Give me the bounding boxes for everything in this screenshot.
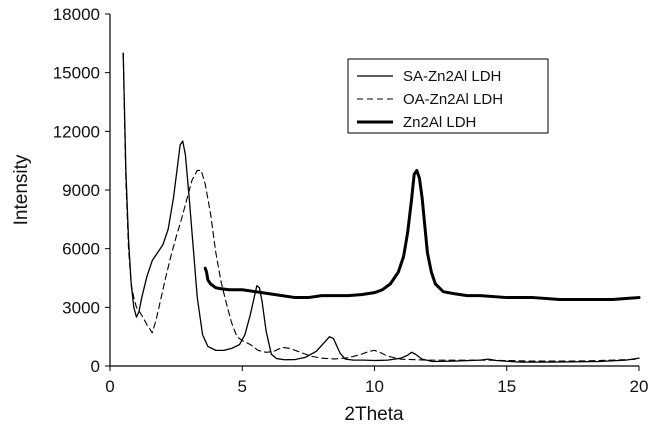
y-tick-label: 15000 bbox=[53, 64, 100, 83]
x-axis-title: 2Theta bbox=[344, 404, 404, 425]
y-tick-label: 3000 bbox=[62, 298, 100, 317]
y-tick-label: 9000 bbox=[62, 181, 100, 200]
y-tick-label: 18000 bbox=[53, 5, 100, 24]
series-line-1 bbox=[122, 52, 640, 363]
plot-lines bbox=[122, 52, 641, 363]
series-line-2 bbox=[122, 52, 640, 362]
legend-label-oa-zn2al-ldh: OA-Zn2Al LDH bbox=[403, 91, 503, 108]
y-tick-label: 12000 bbox=[53, 122, 100, 141]
x-tick-label: 0 bbox=[105, 377, 114, 396]
x-tick-label: 5 bbox=[238, 377, 247, 396]
y-tick-label: 0 bbox=[91, 357, 100, 376]
y-tick-label: 6000 bbox=[62, 240, 100, 259]
legend-label-zn2al-ldh: Zn2Al LDH bbox=[403, 114, 476, 131]
series-line-3 bbox=[203, 168, 641, 302]
x-tick-label: 20 bbox=[630, 377, 649, 396]
legend-label-sa-zn2al-ldh: SA-Zn2Al LDH bbox=[403, 68, 501, 85]
x-tick-label: 15 bbox=[497, 377, 516, 396]
y-axis-title: Intensity bbox=[11, 154, 32, 225]
x-tick-label: 10 bbox=[365, 377, 384, 396]
tick-marks: 0 5 10 15 20 0 3000 6000 9000 12000 15000 18000 bbox=[53, 5, 649, 396]
legend: SA-Zn2Al LDH OA-Zn2Al LDH Zn2Al LDH bbox=[347, 58, 549, 134]
